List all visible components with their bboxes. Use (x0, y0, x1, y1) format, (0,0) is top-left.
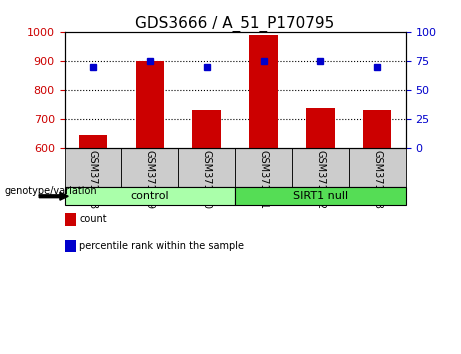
Text: count: count (79, 215, 107, 224)
Bar (121, 148, 178, 187)
Text: GSM371989: GSM371989 (145, 150, 155, 209)
Bar (249, 35, 278, 148)
Bar (292, 148, 349, 187)
Bar (136, 61, 164, 148)
Bar (178, 148, 235, 187)
Text: genotype/variation: genotype/variation (5, 186, 97, 196)
Bar (193, 110, 221, 148)
Bar (79, 135, 107, 148)
Bar (349, 148, 406, 187)
Text: percentile rank within the sample: percentile rank within the sample (79, 241, 244, 251)
Bar (235, 187, 406, 205)
Text: control: control (130, 191, 169, 201)
Text: GSM371988: GSM371988 (88, 150, 98, 209)
Text: GSM371992: GSM371992 (315, 150, 325, 210)
Bar (306, 108, 335, 148)
Bar (65, 148, 121, 187)
Title: GDS3666 / A_51_P170795: GDS3666 / A_51_P170795 (136, 16, 335, 32)
Text: GSM371993: GSM371993 (372, 150, 382, 209)
Bar (363, 110, 391, 148)
Bar (235, 148, 292, 187)
Text: GSM371991: GSM371991 (259, 150, 269, 209)
Text: GSM371990: GSM371990 (201, 150, 212, 209)
Bar (65, 187, 235, 205)
Text: SIRT1 null: SIRT1 null (293, 191, 348, 201)
